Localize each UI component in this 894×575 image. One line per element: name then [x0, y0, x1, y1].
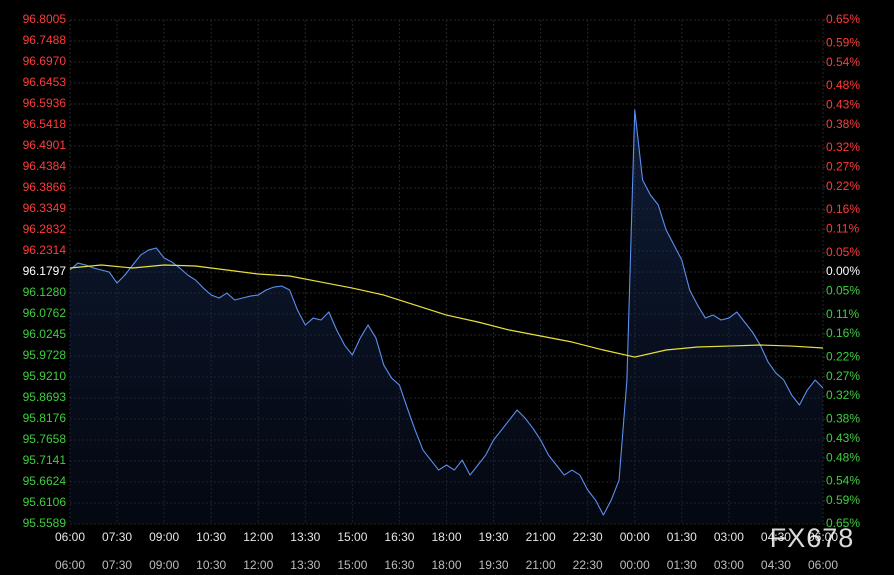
y-tick-label: 95.9728: [23, 348, 67, 362]
x-tick-label: 09:00: [149, 530, 179, 544]
y2-tick-label: 0.38%: [826, 117, 860, 131]
line: [69, 264, 824, 358]
y2-tick-label: 0.54%: [826, 55, 860, 69]
y2-tick-label: 0.48%: [826, 450, 860, 464]
y2-tick-label: 0.32%: [826, 388, 860, 402]
y2-tick-label: 0.59%: [826, 35, 860, 49]
y-tick-label: 95.9210: [23, 369, 67, 383]
y-tick-label: 96.8005: [23, 12, 67, 26]
x-tick-label: 18:00: [431, 530, 461, 544]
y2-tick-label: 0.05%: [826, 284, 860, 298]
y-tick-label: 96.0762: [23, 306, 67, 320]
y-tick-label: 95.5589: [23, 516, 67, 530]
x-tick-label: 21:00: [526, 558, 556, 572]
y2-tick-label: 0.16%: [826, 326, 860, 340]
line: [69, 109, 824, 516]
x-tick-label: 12:00: [243, 558, 273, 572]
x-tick-label: 13:30: [290, 558, 320, 572]
y2-tick-label: 0.38%: [826, 411, 860, 425]
x-tick-label: 01:30: [667, 558, 697, 572]
x-tick-label: 18:00: [431, 558, 461, 572]
x-tick-label: 00:00: [620, 558, 650, 572]
x-tick-label: 16:30: [384, 530, 414, 544]
y-tick-label: 95.6106: [23, 495, 67, 509]
x-tick-label: 03:00: [714, 530, 744, 544]
x-tick-label: 07:30: [102, 558, 132, 572]
y2-tick-label: 0.11%: [826, 307, 859, 321]
x-tick-label: 22:30: [573, 558, 603, 572]
y-tick-label: 96.6970: [23, 54, 67, 68]
y2-tick-label: 0.65%: [826, 12, 860, 26]
x-tick-label: 00:00: [620, 530, 650, 544]
x-tick-label: 04:30: [761, 558, 791, 572]
y-tick-label: 96.0245: [23, 327, 67, 341]
y-tick-label: 96.1797: [23, 264, 67, 278]
y2-tick-label: 0.22%: [826, 179, 860, 193]
x-tick-label: 10:30: [196, 530, 226, 544]
x-tick-label: 13:30: [290, 530, 320, 544]
x-tick-label: 16:30: [384, 558, 414, 572]
x-tick-label: 09:00: [149, 558, 179, 572]
area: [70, 109, 823, 525]
y2-tick-label: 0.05%: [826, 245, 860, 259]
x-tick-label: 21:00: [526, 530, 556, 544]
y2-tick-label: 0.54%: [826, 474, 860, 488]
y2-tick-label: 0.59%: [826, 493, 860, 507]
y-tick-label: 95.8176: [23, 411, 67, 425]
x-tick-label: 15:00: [337, 558, 367, 572]
y-tick-label: 96.7488: [23, 33, 67, 47]
y-tick-label: 95.8693: [23, 390, 67, 404]
y-tick-label: 96.3349: [23, 201, 67, 215]
x-tick-label: 06:00: [808, 530, 838, 544]
y2-tick-label: 0.43%: [826, 431, 860, 445]
y-tick-label: 95.7141: [23, 453, 67, 467]
y2-tick-label: 0.11%: [826, 222, 859, 236]
x-tick-label: 15:00: [337, 530, 367, 544]
y2-tick-label: 0.00%: [826, 264, 860, 278]
x-tick-label: 04:30: [761, 530, 791, 544]
plot: [69, 109, 824, 525]
y2-tick-label: 0.43%: [826, 97, 860, 111]
y-tick-label: 96.6453: [23, 75, 67, 89]
y2-tick-label: 0.27%: [826, 159, 860, 173]
y-tick-label: 96.5936: [23, 96, 67, 110]
x-tick-label: 12:00: [243, 530, 273, 544]
watermark: FX678: [770, 523, 855, 553]
x-tick-label: 07:30: [102, 530, 132, 544]
x-tick-label: 03:00: [714, 558, 744, 572]
x-tick-label: 01:30: [667, 530, 697, 544]
x-tick-label: 10:30: [196, 558, 226, 572]
y-tick-label: 96.3866: [23, 180, 67, 194]
y-tick-label: 95.7658: [23, 432, 67, 446]
y2-tick-label: 0.65%: [826, 516, 860, 530]
y2-tick-label: 0.22%: [826, 349, 860, 363]
x-tick-label: 06:00: [55, 558, 85, 572]
axes: 96.8005 96.7488 96.6970 96.6453 96.5936 96.54…: [23, 12, 861, 572]
y-tick-label: 96.5418: [23, 117, 67, 131]
y-tick-label: 96.1280: [23, 285, 67, 299]
y2-tick-label: 0.48%: [826, 78, 860, 92]
x-tick-label: 06:00: [55, 530, 85, 544]
y-tick-label: 95.6624: [23, 474, 67, 488]
y2-tick-label: 0.16%: [826, 202, 860, 216]
y2-tick-label: 0.32%: [826, 140, 860, 154]
y-tick-label: 96.2314: [23, 243, 67, 257]
x-tick-label: 19:30: [479, 558, 509, 572]
x-tick-label: 06:00: [808, 558, 838, 572]
y2-tick-label: 0.27%: [826, 369, 860, 383]
x-tick-label: 22:30: [573, 530, 603, 544]
y-tick-label: 96.4901: [23, 138, 67, 152]
y-tick-label: 96.2832: [23, 222, 67, 236]
y-tick-label: 96.4384: [23, 159, 67, 173]
x-tick-label: 19:30: [479, 530, 509, 544]
